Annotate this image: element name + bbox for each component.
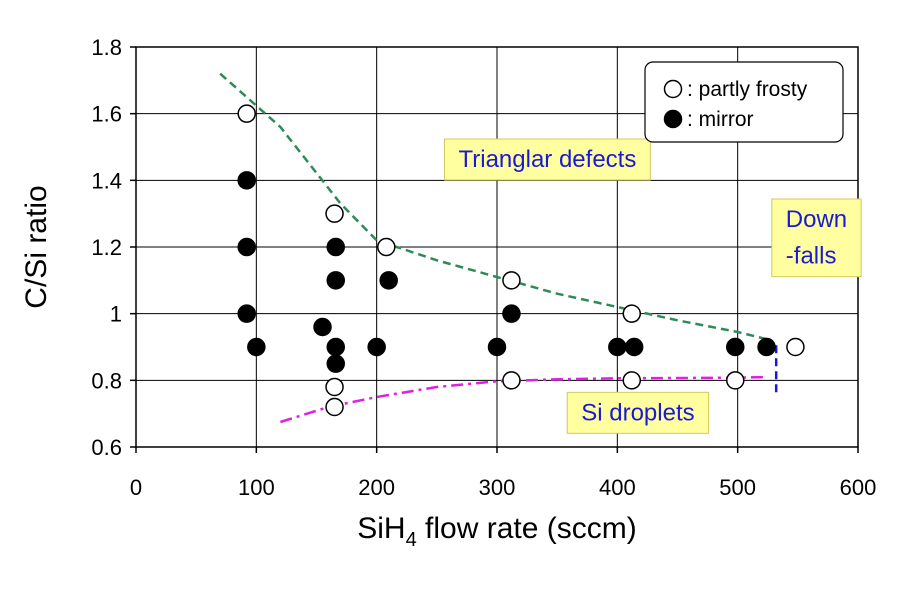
mirror-point-8 — [326, 354, 346, 373]
annotation-3: -falls — [786, 243, 837, 270]
mirror-point-11 — [487, 337, 507, 357]
mirror-point-3 — [247, 337, 266, 357]
x-tick-label-6: 600 — [840, 475, 877, 500]
annotation-text-2: Down — [786, 206, 847, 233]
annotation-box-1 — [566, 391, 710, 434]
mirror-point-15 — [726, 337, 745, 357]
partly-frosty-point-10 — [726, 371, 745, 390]
partly-frosty-point-7 — [325, 397, 344, 417]
mirror-point-4 — [313, 317, 332, 337]
x-tick-label-2: 200 — [358, 475, 395, 500]
x-tick-label-4: 400 — [599, 475, 636, 500]
legend: : partly frosty : mirror — [644, 61, 844, 143]
y-tick-label-6: 1.8 — [91, 35, 122, 60]
annotation-1: Si droplets — [566, 391, 710, 434]
mirror-point-9 — [367, 337, 386, 357]
legend-label-0: : partly frosty — [687, 78, 808, 101]
mirror-point-14 — [624, 337, 644, 357]
mirror-point-0 — [237, 171, 256, 190]
mirror-point-1 — [237, 237, 256, 257]
partly-frosty-point-5 — [786, 337, 805, 357]
legend-marker-1 — [663, 109, 683, 129]
partly-frosty-point-2 — [377, 237, 396, 257]
y-tick-label-3: 1.2 — [91, 235, 122, 260]
legend-label-1: : mirror — [687, 108, 754, 131]
partly-frosty-point-8 — [502, 371, 521, 390]
mirror-point-2 — [237, 304, 256, 323]
mirror-point-10 — [379, 271, 398, 290]
y-tick-label-1: 0.8 — [91, 368, 122, 393]
x-tick-label-3: 300 — [479, 475, 516, 500]
x-tick-label-1: 100 — [238, 475, 275, 500]
partly-frosty-point-1 — [325, 204, 344, 223]
x-axis-title: SiH4 flow rate (sccm) — [357, 512, 637, 551]
partly-frosty-point-3 — [502, 271, 521, 290]
legend-box — [644, 61, 844, 143]
x-tick-label-5: 500 — [719, 475, 756, 500]
si-droplets-boundary — [280, 375, 768, 424]
annotation-text-1: Si droplets — [581, 399, 694, 426]
data-points — [237, 104, 805, 417]
triangular-defects-boundary — [219, 72, 772, 342]
mirror-point-7 — [326, 337, 346, 357]
x-axis-title-main: SiH — [357, 512, 405, 545]
mirror-point-13 — [608, 337, 627, 357]
legend-marker-0 — [663, 79, 683, 99]
mirror-point-12 — [502, 304, 521, 323]
y-tick-label-2: 1 — [110, 302, 122, 327]
y-axis-title: C/Si ratio — [20, 185, 53, 308]
annotation-2: Down — [771, 198, 862, 278]
annotation-0: Trianglar defects — [443, 138, 651, 181]
boundary-curves — [219, 72, 778, 424]
mirror-point-16 — [757, 337, 776, 357]
partly-frosty-point-9 — [622, 371, 642, 390]
partly-frosty-point-4 — [622, 304, 642, 323]
tick-labels: 0 100 200 300 400 500 600 0.6 0.8 1 1.2 1.4 1.6 1.8 — [91, 35, 876, 500]
y-tick-label-4: 1.4 — [91, 168, 122, 193]
mirror-point-6 — [326, 271, 346, 290]
partly-frosty-point-0 — [237, 104, 256, 123]
partly-frosty-point-6 — [325, 377, 344, 397]
x-tick-label-0: 0 — [130, 475, 142, 500]
y-tick-label-0: 0.6 — [91, 435, 122, 460]
x-axis-title-subscript: 4 — [406, 529, 417, 551]
annotation-box-2 — [771, 198, 862, 278]
y-tick-label-5: 1.6 — [91, 102, 122, 127]
annotation-text-0: Trianglar defects — [458, 146, 636, 173]
annotation-text-3: -falls — [786, 243, 837, 270]
mirror-point-5 — [326, 237, 346, 257]
x-axis-title-rest: flow rate (sccm) — [417, 512, 637, 545]
annotation-box-0 — [443, 138, 651, 181]
annotations: Trianglar defects Si droplets Down -falls — [443, 138, 862, 434]
